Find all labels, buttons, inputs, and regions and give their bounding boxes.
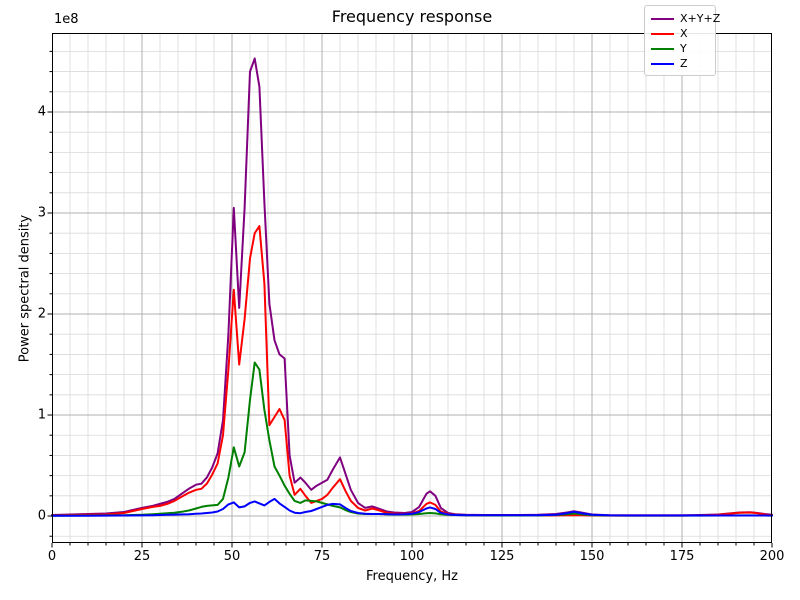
legend-swatch-z bbox=[651, 62, 674, 65]
legend-item-x: X bbox=[651, 26, 709, 41]
legend-label-z: Z bbox=[680, 57, 688, 70]
y-tick-label: 3 bbox=[37, 205, 46, 221]
y-tick-label: 1 bbox=[37, 407, 46, 423]
legend-label-y: Y bbox=[680, 42, 687, 55]
x-tick-label: 125 bbox=[489, 549, 515, 564]
legend-item-y: Y bbox=[651, 41, 709, 56]
legend-label-x: X bbox=[680, 27, 688, 40]
legend-swatch-xyz bbox=[651, 17, 674, 20]
x-tick-label: 50 bbox=[223, 549, 241, 564]
legend-swatch-y bbox=[651, 47, 674, 50]
x-tick-label: 150 bbox=[579, 549, 605, 564]
plot-svg bbox=[47, 33, 773, 548]
x-tick-label: 100 bbox=[399, 549, 425, 564]
legend-swatch-x bbox=[651, 32, 674, 35]
plot-area bbox=[47, 33, 773, 548]
y-tick-label: 0 bbox=[37, 508, 46, 524]
chart-title: Frequency response bbox=[331, 7, 493, 26]
x-axis-label: Frequency, Hz bbox=[365, 569, 459, 584]
y-axis-offset-label: 1e8 bbox=[54, 12, 79, 27]
x-tick-label: 175 bbox=[669, 549, 695, 564]
legend: X+Y+Z X Y Z bbox=[644, 5, 720, 76]
legend-label-xyz: X+Y+Z bbox=[680, 12, 721, 25]
y-tick-label: 2 bbox=[37, 306, 46, 322]
x-tick-label: 25 bbox=[133, 549, 151, 564]
x-tick-label: 75 bbox=[313, 549, 331, 564]
x-tick-label: 0 bbox=[47, 549, 57, 564]
legend-item-xyz: X+Y+Z bbox=[651, 11, 720, 26]
series-line-z bbox=[51, 497, 773, 517]
x-tick-label: 200 bbox=[759, 549, 785, 564]
y-axis-label: Power spectral density bbox=[17, 214, 33, 363]
y-tick-label: 4 bbox=[37, 104, 46, 120]
legend-item-z: Z bbox=[651, 56, 709, 71]
